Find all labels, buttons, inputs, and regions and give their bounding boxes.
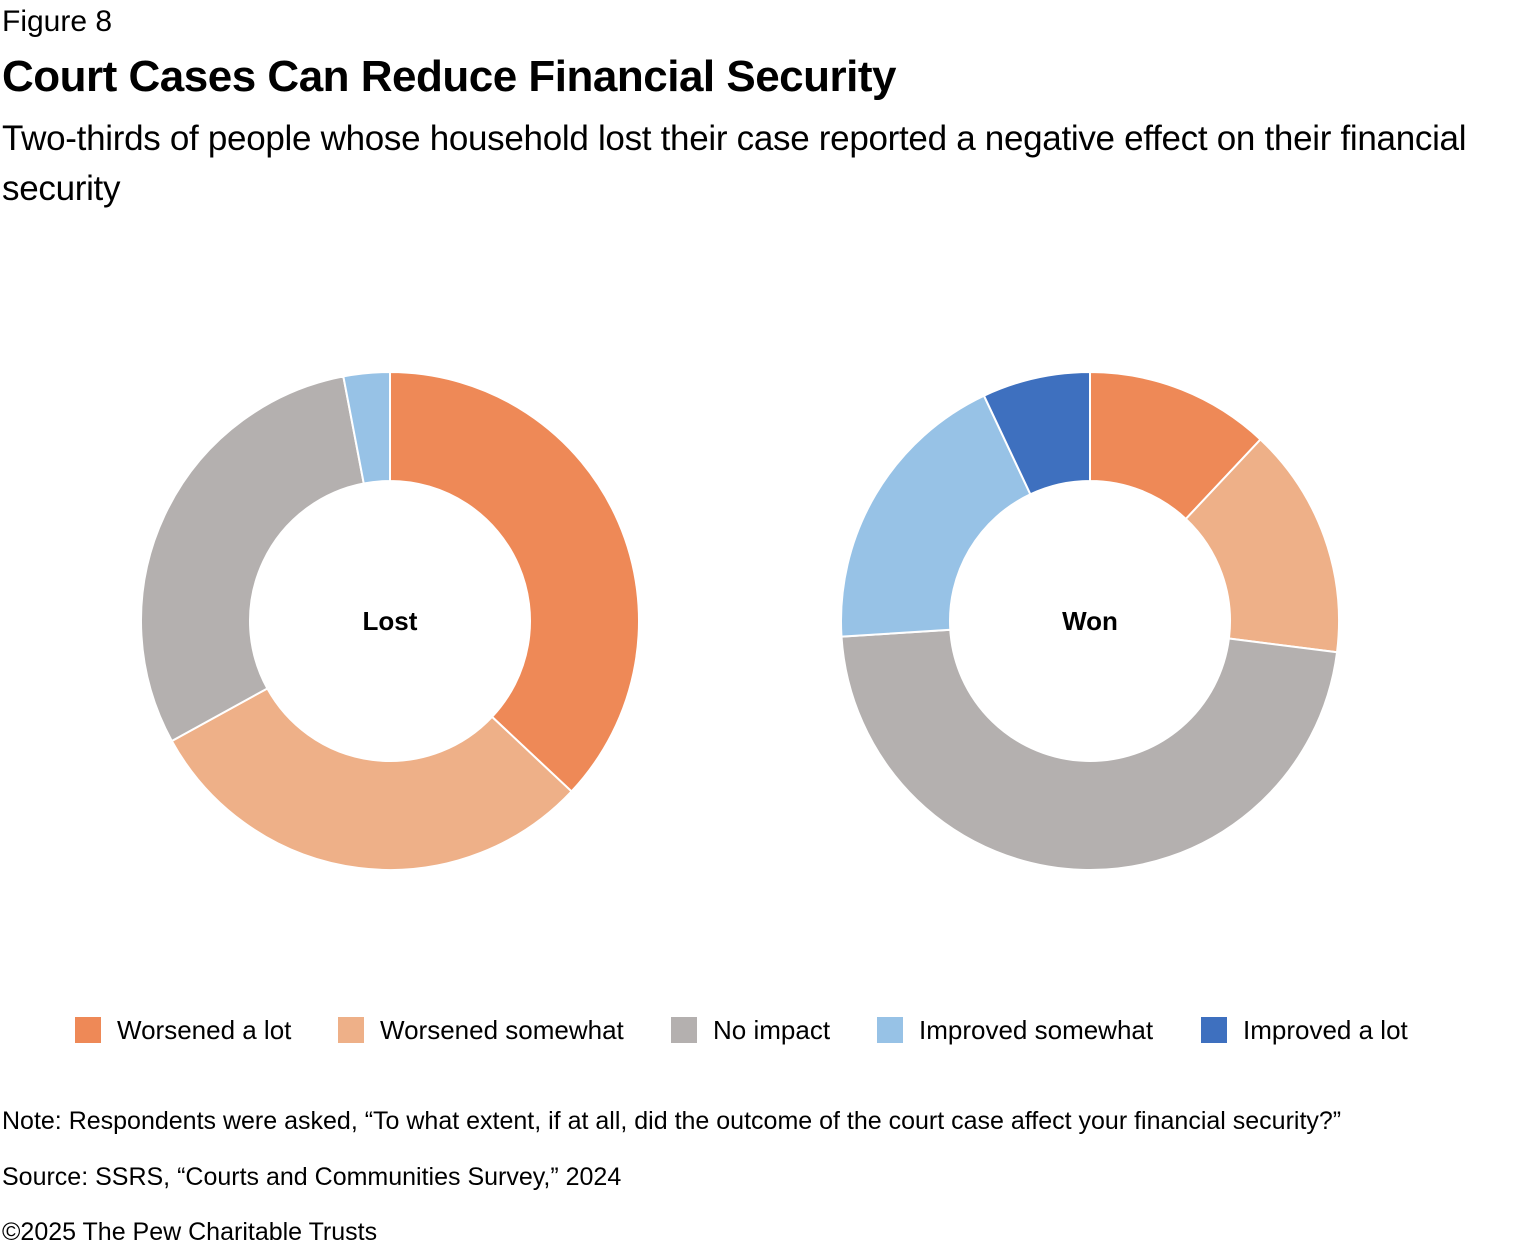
donut-lost: Lost	[140, 370, 640, 871]
legend-item-worsened-a-lot: Worsened a lot	[75, 1012, 291, 1048]
legend-item-no-impact: No impact	[671, 1012, 830, 1048]
slice-lost-improved-somewhat	[342, 370, 391, 485]
legend-label: Worsened a lot	[117, 1015, 292, 1045]
legend-swatch	[338, 1017, 364, 1043]
legend-label: No impact	[713, 1015, 831, 1045]
slice-lost-worsened-a-lot	[389, 370, 640, 793]
legend-item-improved-somewhat: Improved somewhat	[877, 1012, 1153, 1048]
slice-won-no-impact	[840, 628, 1339, 871]
copyright-text: ©2025 The Pew Charitable Trusts	[2, 1218, 378, 1246]
slice-lost-no-impact	[140, 375, 365, 743]
legend-swatch	[75, 1017, 101, 1043]
donut-center-label: Lost	[363, 606, 418, 636]
slice-lost-worsened-somewhat	[170, 687, 573, 871]
legend-swatch	[671, 1017, 697, 1043]
chart-title: Court Cases Can Reduce Financial Securit…	[2, 52, 897, 101]
legend-swatch	[1201, 1017, 1227, 1043]
donut-charts: Lost Won	[140, 370, 1340, 871]
legend-label: Improved a lot	[1243, 1015, 1408, 1045]
donut-won: Won	[840, 370, 1340, 871]
legend-label: Improved somewhat	[919, 1015, 1154, 1045]
donut-center-label: Won	[1062, 606, 1118, 636]
legend-item-improved-a-lot: Improved a lot	[1201, 1012, 1408, 1048]
legend-label: Worsened somewhat	[380, 1015, 624, 1045]
figure-label: Figure 8	[2, 5, 113, 38]
slice-won-improved-somewhat	[840, 394, 1032, 638]
legend: Worsened a lot Worsened somewhat No impa…	[0, 1012, 1520, 1048]
slice-won-improved-a-lot	[982, 370, 1091, 496]
legend-item-worsened-somewhat: Worsened somewhat	[338, 1012, 624, 1048]
legend-swatch	[877, 1017, 903, 1043]
chart-subtitle: Two-thirds of people whose household los…	[2, 119, 1467, 208]
source-text: Source: SSRS, “Courts and Communities Su…	[2, 1163, 622, 1191]
note-text: Note: Respondents were asked, “To what e…	[2, 1107, 1342, 1135]
